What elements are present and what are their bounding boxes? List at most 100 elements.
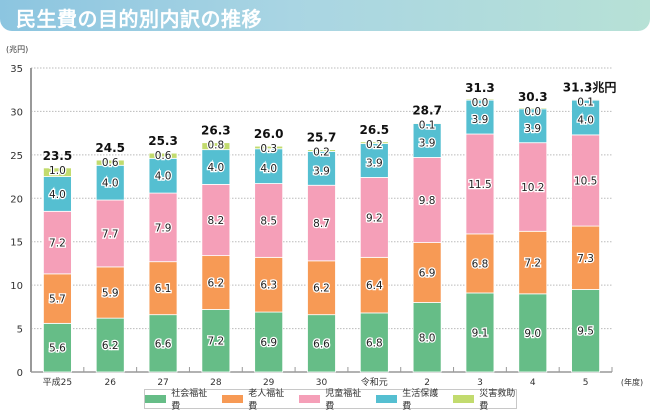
data-label: 6.6 <box>313 338 330 350</box>
total-label: 25.7 <box>307 131 337 145</box>
y-tick-label: 30 <box>10 107 23 118</box>
bar-segment-1 <box>95 317 125 373</box>
x-axis-unit-label: (年度) <box>621 377 643 387</box>
bar-segment-1 <box>571 289 600 373</box>
data-label: 9.2 <box>366 212 383 224</box>
y-tick-label: 35 <box>10 64 23 75</box>
page-title: 民生費の目的別内訳の推移 <box>16 7 262 31</box>
data-label: 7.2 <box>208 336 225 348</box>
data-label: 11.5 <box>468 179 491 191</box>
data-label: 6.3 <box>260 280 277 292</box>
bar-segment-3 <box>359 177 389 258</box>
legend-label: 災害救助費 <box>479 389 516 412</box>
legend-item: 災害救助費 <box>453 386 516 412</box>
total-label: 24.5 <box>95 141 125 155</box>
y-tick-label: 15 <box>10 238 23 249</box>
data-label: 0.0 <box>524 106 541 118</box>
data-label: 9.1 <box>472 327 489 339</box>
legend-label: 老人福祉費 <box>248 389 285 412</box>
y-tick-label: 25 <box>10 151 23 162</box>
title-banner: 民生費の目的別内訳の推移 <box>0 0 650 31</box>
bar-segment-5 <box>465 98 495 101</box>
data-label: 0.2 <box>366 139 383 151</box>
data-label: 8.5 <box>260 215 277 227</box>
bar-segment-2 <box>465 233 495 294</box>
bar-segment-4 <box>254 148 284 184</box>
x-tick-label: 28 <box>210 378 222 388</box>
total-label: 26.3 <box>201 124 231 138</box>
data-label: 8.2 <box>208 215 225 227</box>
bar-segment-5 <box>43 167 72 177</box>
bar-segment-2 <box>571 225 600 290</box>
data-label: 0.3 <box>260 143 277 155</box>
data-label: 7.9 <box>155 222 172 234</box>
data-label: 3.9 <box>313 165 330 177</box>
bar-segment-2 <box>518 230 548 295</box>
x-tick-label: 2 <box>424 378 430 388</box>
total-label: 26.5 <box>360 123 390 137</box>
data-label: 3.9 <box>366 158 383 170</box>
legend-item: 児童福祉費 <box>299 386 362 412</box>
data-label: 9.8 <box>419 195 436 207</box>
legend-item: 社会福祉費 <box>145 386 208 412</box>
total-label: 30.3 <box>518 90 548 104</box>
y-axis-unit-label: (兆円) <box>6 44 28 54</box>
data-label: 6.2 <box>313 283 330 295</box>
data-label: 5.7 <box>49 294 66 306</box>
x-tick-label: 30 <box>316 378 328 388</box>
bar-segment-5 <box>571 98 600 101</box>
y-tick-label: 20 <box>10 194 23 205</box>
data-label: 4.0 <box>155 171 172 183</box>
data-label: 4.0 <box>577 115 594 127</box>
bar-segment-3 <box>465 133 495 235</box>
bar-segment-4 <box>412 123 442 158</box>
bar-segment-3 <box>412 157 442 243</box>
data-label: 10.2 <box>521 182 544 194</box>
data-label: 6.4 <box>366 280 383 292</box>
y-tick-label: 0 <box>17 368 23 379</box>
total-label: 31.3 <box>465 81 495 95</box>
data-label: 0.1 <box>419 120 436 132</box>
bar-segment-5 <box>201 142 231 151</box>
x-tick-label: 26 <box>105 378 117 388</box>
bar-segment-1 <box>465 292 495 373</box>
data-label: 6.6 <box>155 338 172 350</box>
legend-label: 児童福祉費 <box>325 389 362 412</box>
bar-segment-4 <box>359 143 389 178</box>
data-label: 5.9 <box>102 288 119 300</box>
data-label: 6.8 <box>472 258 489 270</box>
total-label: 26.0 <box>254 127 284 141</box>
total-label: 31.3兆円 <box>563 79 617 94</box>
bar-segment-2 <box>307 260 336 316</box>
data-label: 6.9 <box>260 337 277 349</box>
data-label: 4.0 <box>49 189 66 201</box>
data-label: 9.0 <box>524 328 541 340</box>
data-label: 9.5 <box>577 326 594 338</box>
data-label: 4.0 <box>208 162 225 174</box>
data-label: 10.5 <box>574 175 597 187</box>
data-label: 6.9 <box>419 268 436 280</box>
data-label: 0.2 <box>313 147 330 159</box>
data-label: 5.6 <box>49 343 66 355</box>
bar-segment-5 <box>95 159 125 166</box>
legend-swatch <box>222 395 244 403</box>
legend-item: 生活保護費 <box>376 386 439 412</box>
data-label: 1.0 <box>49 165 66 177</box>
data-label: 6.2 <box>208 278 225 290</box>
bar-segment-1 <box>148 314 178 373</box>
bar-segment-3 <box>307 184 336 262</box>
legend-swatch <box>376 395 398 403</box>
data-label: 6.1 <box>155 283 172 295</box>
x-tick-label: 5 <box>583 378 589 388</box>
legend-swatch <box>299 395 321 403</box>
legend-swatch <box>145 395 167 403</box>
bar-segment-1 <box>201 309 231 373</box>
bar-segment-4 <box>95 164 125 201</box>
data-label: 7.3 <box>577 253 594 265</box>
bar-segment-3 <box>254 183 284 258</box>
data-label: 4.0 <box>260 163 277 175</box>
total-label: 28.7 <box>412 104 442 118</box>
data-label: 6.2 <box>102 340 119 352</box>
bar-segment-5 <box>307 149 336 152</box>
